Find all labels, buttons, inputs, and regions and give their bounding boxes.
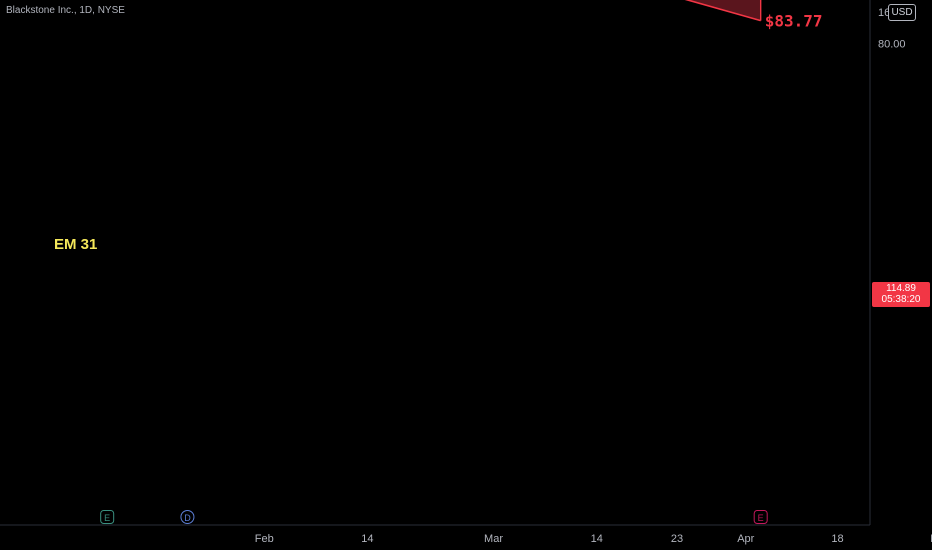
symbol-title: Blackstone Inc., 1D, NYSE <box>6 5 125 16</box>
countdown-timer: 05:38:20 <box>881 294 921 305</box>
y-tick-label: 80.00 <box>878 39 906 51</box>
expected-move-zones <box>684 0 762 22</box>
x-tick-label: Feb <box>255 533 274 545</box>
x-tick-label: 23 <box>671 533 683 545</box>
currency-badge[interactable]: USD <box>888 4 916 21</box>
y-tick-label-top: 16 <box>878 7 890 19</box>
target-labels: $152.6$124.02$83.77 <box>765 12 823 31</box>
x-tick-label: Apr <box>737 533 754 545</box>
earnings-marker: E <box>100 510 115 524</box>
x-tick-label: 14 <box>591 533 603 545</box>
marker-letter: D <box>184 513 191 523</box>
x-axis[interactable]: Feb 14 Mar 14 23 Apr 18 May <box>0 524 932 545</box>
y-axis[interactable]: 80.00 16 <box>869 0 906 525</box>
marker-letter: E <box>758 513 764 523</box>
x-tick-label: 14 <box>361 533 373 545</box>
earnings-marker: E <box>753 510 768 524</box>
lower-zone <box>687 0 761 21</box>
marker-letter: E <box>104 513 110 523</box>
last-price-value: 114.89 <box>886 283 916 294</box>
lower-target-label: $83.77 <box>765 12 823 31</box>
x-tick-label: 18 <box>831 533 843 545</box>
lower-line <box>684 0 761 22</box>
expected-move-label: EM 31 <box>54 236 98 253</box>
marker-shape <box>180 510 195 524</box>
x-tick-label: May <box>930 533 932 545</box>
last-price-tag: 114.89 05:38:20 <box>872 282 930 307</box>
marker-shape <box>100 510 115 524</box>
dividend-marker: D <box>180 510 195 524</box>
marker-shape <box>753 510 768 524</box>
x-tick-label: Mar <box>484 533 503 545</box>
